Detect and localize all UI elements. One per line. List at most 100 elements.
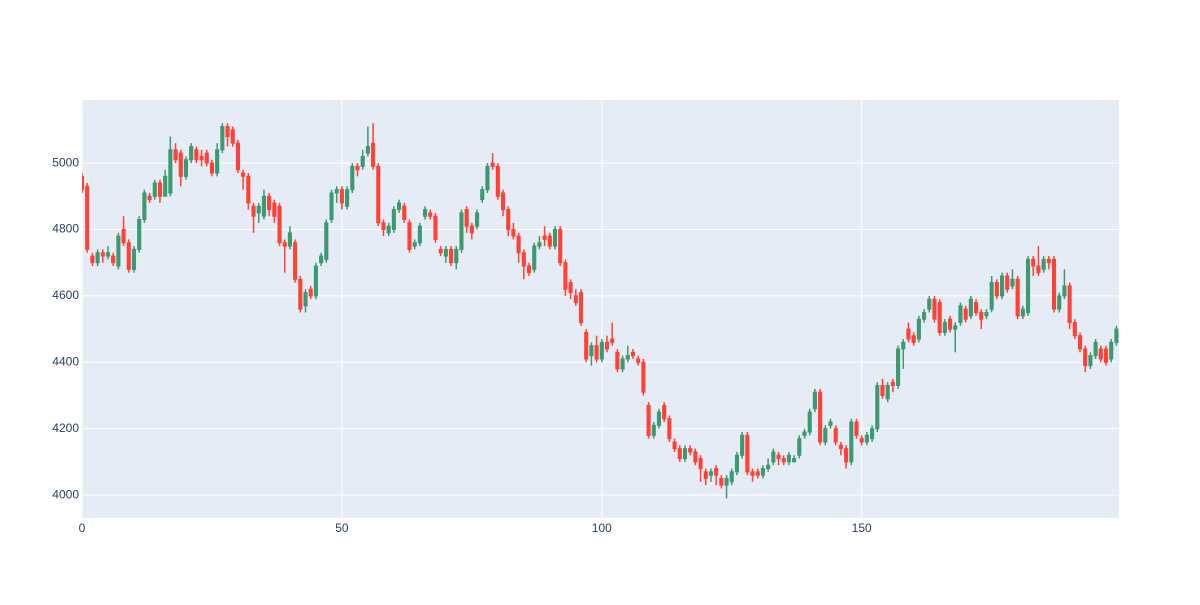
candle-body [157,182,163,197]
candle-body [173,149,178,161]
candle-body [428,212,433,217]
candle-body [121,228,126,244]
candle-body [890,381,895,387]
candle-body [386,225,391,234]
candle-body [1057,295,1062,310]
candle-body [339,189,344,204]
candle-body [1020,308,1025,317]
candle-body [656,411,662,426]
candle-body [708,471,714,476]
candle-body [807,411,812,433]
candle-body [963,308,968,320]
candle-body [256,205,261,214]
candle-body [646,404,651,436]
candle-body [755,471,760,476]
candle-body [1036,265,1041,274]
candle-body [464,209,469,227]
candle-body [303,292,308,307]
candle-body [828,421,833,426]
candle-body [693,451,698,463]
candle-body [901,341,906,350]
candle-body [126,242,131,270]
candle-body [870,428,875,440]
candle-body [672,441,677,450]
candle-body [251,205,256,217]
candle-body [1083,348,1088,367]
candle-body [651,424,656,436]
candle-body [973,302,979,313]
candle-body [448,248,454,264]
candle-body [610,338,615,343]
candle-body [82,175,85,191]
candle-body [391,209,396,230]
candle-body [85,185,90,250]
candle-body [350,165,355,191]
candle-body [199,155,204,161]
candle-body [937,302,942,333]
candle-body [532,245,537,270]
candle-body [989,282,994,310]
candle-body [630,351,636,357]
candle-body [776,454,781,460]
candle-body [183,159,189,177]
candle-body [454,248,459,264]
candle-body [734,454,740,473]
candle-body [1031,258,1036,267]
candle-body [792,458,797,463]
candle-body [968,298,973,317]
candle-body [859,438,864,443]
candle-body [547,235,552,247]
plot-area [82,100,1119,518]
candle-body [786,454,791,463]
candle-body [833,428,838,443]
candle-body [490,162,495,167]
candle-body [142,192,147,221]
candle-body [423,209,428,217]
candle-body [729,471,734,483]
candle-body [542,235,547,240]
candle-body [277,205,282,244]
candle-body [573,295,578,304]
candle-body [116,235,121,267]
candle-body [324,222,329,260]
candle-body [662,404,667,420]
candle-body [864,434,869,443]
x-tick-label: 100 [592,521,612,535]
candle-body [220,126,225,151]
candle-body [282,242,287,247]
candle-body [932,298,937,320]
candle-body [1072,321,1077,337]
candle-body [537,242,542,247]
candle-body [516,235,521,254]
candle-body [298,278,303,310]
candle-body [802,431,807,436]
candle-body [589,345,594,357]
candle-body [511,228,516,237]
candle-body [714,468,719,476]
candle-body [100,252,105,257]
y-tick-label: 4000 [52,487,79,501]
candles [82,123,1119,499]
candle-body [688,448,693,453]
candle-body [812,391,817,410]
candle-body [1109,341,1114,360]
candle-body [209,162,215,174]
x-tick-label: 0 [79,521,86,535]
candle-body [1005,275,1010,290]
candle-body [838,444,843,450]
candle-body [272,202,277,217]
candle-body [703,471,708,479]
candle-body [147,195,152,201]
candle-body [885,385,890,400]
candle-body [677,448,682,460]
candle-body [906,328,911,340]
grid [81,100,1119,518]
candle-body [942,321,947,333]
candle-body [215,149,220,174]
candle-body [459,212,464,250]
candle-body [594,345,599,360]
candle-body [241,172,246,177]
candle-body [365,145,370,154]
candle-body [152,182,157,197]
candle-body [355,165,360,171]
